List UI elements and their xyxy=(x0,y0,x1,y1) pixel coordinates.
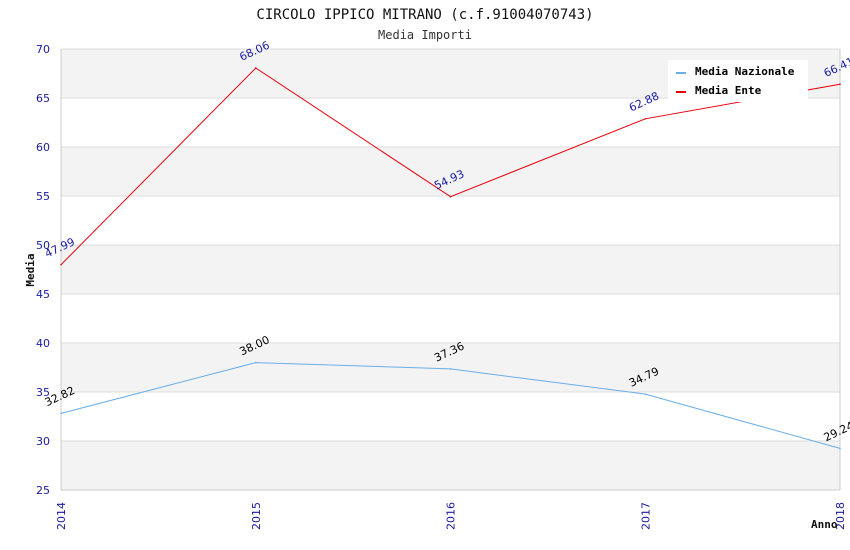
y-tick-label: 35 xyxy=(36,386,50,399)
data-point xyxy=(254,67,257,69)
y-tick-label: 25 xyxy=(36,484,50,497)
data-point xyxy=(839,447,841,450)
y-tick-label: 45 xyxy=(36,288,50,301)
x-tick-label: 2017 xyxy=(639,502,652,530)
grid-band xyxy=(61,147,840,196)
legend-box xyxy=(668,60,808,102)
x-tick-label: 2015 xyxy=(250,502,263,530)
legend-entry: Media Ente xyxy=(695,84,762,97)
x-tick-label: 2016 xyxy=(445,502,458,530)
data-point xyxy=(644,393,647,395)
grid-bands xyxy=(61,49,840,490)
data-point xyxy=(644,117,647,120)
y-tick-label: 65 xyxy=(36,92,50,105)
legend-entry: Media Nazionale xyxy=(695,65,795,78)
y-tick-label: 30 xyxy=(36,435,50,448)
data-point xyxy=(254,361,257,364)
x-tick-label: 2018 xyxy=(834,502,847,530)
chart-subtitle: Media Importi xyxy=(378,28,472,42)
y-axis-label: Media xyxy=(24,253,37,286)
x-axis-ticks: 2014 2015 2016 2017 2018 xyxy=(55,502,847,530)
series-layer xyxy=(60,67,841,450)
y-tick-label: 55 xyxy=(36,190,50,203)
axes xyxy=(60,49,841,491)
y-tick-label: 50 xyxy=(36,239,50,252)
y-tick-label: 60 xyxy=(36,141,50,154)
grid-band xyxy=(61,343,840,392)
data-point xyxy=(60,263,62,266)
data-point xyxy=(839,83,841,85)
x-tick-label: 2014 xyxy=(55,502,68,530)
grid-band xyxy=(61,441,840,490)
y-tick-label: 70 xyxy=(36,43,50,56)
y-axis-ticks: 25 30 35 40 45 50 55 60 65 70 xyxy=(36,43,50,497)
legend: Media Nazionale Media Ente xyxy=(668,60,808,102)
data-point xyxy=(449,368,452,370)
grid-lines xyxy=(61,48,840,491)
data-label: 29.24 xyxy=(822,419,850,444)
y-tick-label: 40 xyxy=(36,337,50,350)
x-axis-label: Anno xyxy=(811,518,838,531)
data-point xyxy=(449,195,452,198)
grid-band xyxy=(61,245,840,294)
chart-title: CIRCOLO IPPICO MITRANO (c.f.91004070743) xyxy=(256,7,593,23)
data-point xyxy=(60,412,62,415)
